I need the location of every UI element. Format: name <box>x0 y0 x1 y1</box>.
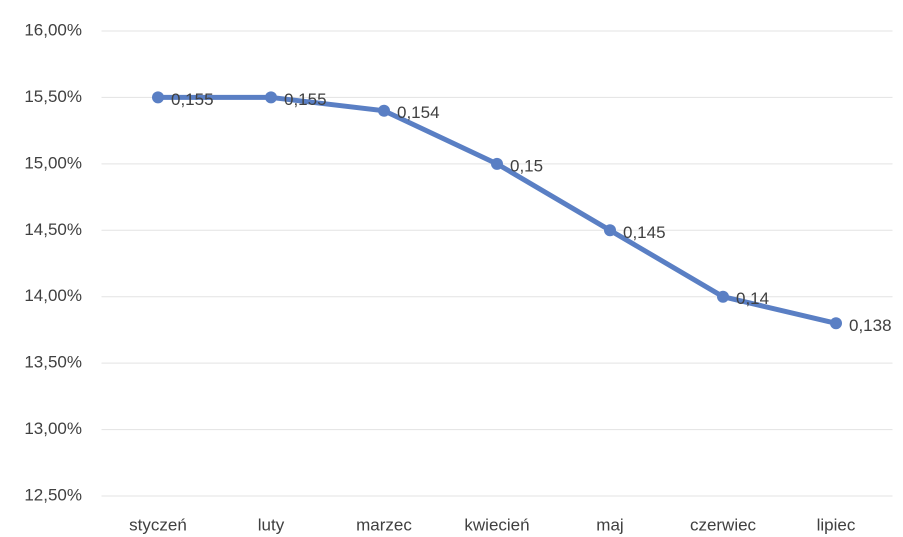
y-tick-label: 12,50% <box>24 485 82 504</box>
x-tick-label: kwiecień <box>464 515 529 534</box>
x-tick-label: maj <box>596 515 623 534</box>
y-tick-label: 13,00% <box>24 419 82 438</box>
data-point <box>265 91 277 104</box>
data-point <box>830 317 842 330</box>
data-point <box>717 290 729 303</box>
data-point <box>604 224 616 237</box>
data-point <box>152 91 164 104</box>
y-tick-label: 15,00% <box>24 153 82 172</box>
x-tick-label: luty <box>258 515 285 534</box>
data-label: 0,154 <box>397 103 440 122</box>
data-label: 0,155 <box>284 90 327 109</box>
data-label: 0,15 <box>510 156 543 175</box>
data-point <box>378 104 390 117</box>
x-tick-label: styczeń <box>129 515 187 534</box>
data-label: 0,14 <box>736 289 769 308</box>
y-tick-label: 16,00% <box>24 20 82 39</box>
x-tick-label: czerwiec <box>690 515 757 534</box>
data-label: 0,145 <box>623 223 666 242</box>
x-tick-label: lipiec <box>817 515 856 534</box>
data-label: 0,155 <box>171 90 214 109</box>
y-tick-label: 13,50% <box>24 353 82 372</box>
data-point <box>491 157 503 170</box>
y-tick-label: 14,00% <box>24 286 82 305</box>
y-tick-label: 14,50% <box>24 220 82 239</box>
x-tick-label: marzec <box>356 515 412 534</box>
data-label: 0,138 <box>849 316 892 335</box>
y-tick-label: 15,50% <box>24 87 82 106</box>
series-line <box>155 94 839 326</box>
